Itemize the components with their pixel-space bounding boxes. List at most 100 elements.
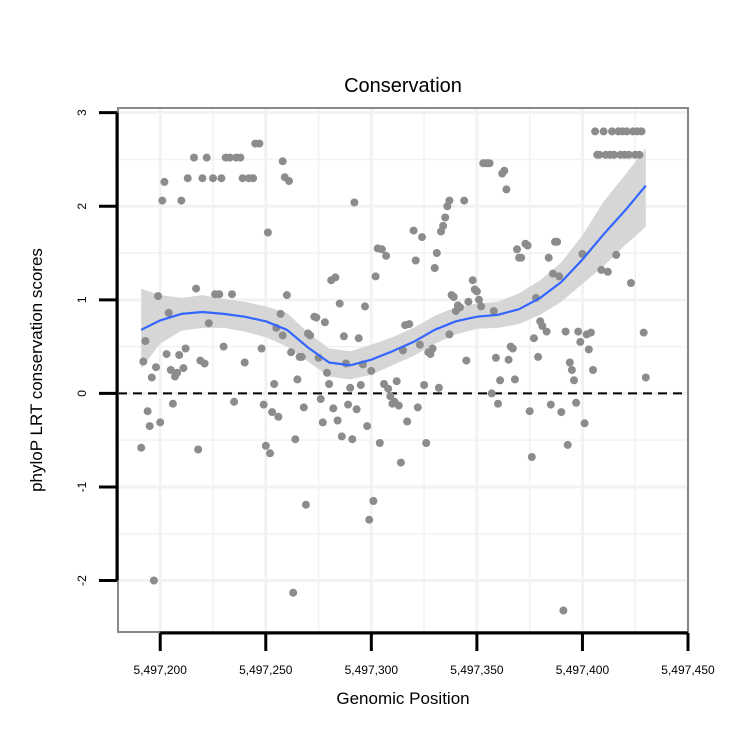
- data-point: [219, 342, 228, 351]
- data-point: [624, 150, 633, 159]
- data-point: [339, 332, 348, 341]
- data-point: [175, 351, 184, 359]
- x-axis-title: Genomic Position: [336, 689, 469, 708]
- data-point: [386, 392, 395, 401]
- data-point: [500, 166, 509, 175]
- data-point: [534, 352, 543, 361]
- data-point: [574, 327, 583, 336]
- panel-border: [117, 107, 689, 633]
- data-point: [352, 405, 361, 414]
- data-point: [432, 249, 441, 257]
- data-point: [411, 256, 420, 265]
- data-point: [318, 418, 327, 427]
- data-point: [382, 251, 391, 260]
- confidence-band: [141, 148, 646, 380]
- data-point: [434, 383, 443, 392]
- data-point: [610, 150, 619, 159]
- x-axis: 5,497,200 5,497,250 5,497,300 5,497,350 5,49…: [134, 631, 715, 677]
- data-point: [266, 449, 274, 458]
- data-point: [396, 458, 405, 467]
- chart-title: Conservation: [344, 75, 462, 97]
- data-point: [513, 245, 521, 254]
- data-point: [173, 368, 182, 377]
- data-point: [164, 308, 173, 317]
- data-point: [580, 419, 589, 428]
- data-point: [405, 320, 414, 329]
- data-point: [228, 290, 236, 299]
- data-point: [523, 241, 532, 250]
- data-point: [274, 412, 283, 421]
- data-point: [517, 253, 526, 262]
- x-tick-label: 5,497,250: [239, 663, 293, 677]
- data-point: [312, 313, 321, 322]
- loess-smooth-line: [140, 184, 647, 367]
- data-point: [230, 397, 239, 406]
- data-point: [183, 174, 192, 183]
- data-point: [441, 213, 450, 222]
- data-point: [329, 404, 338, 413]
- smooth-line-layer: [140, 184, 647, 367]
- data-point: [337, 432, 346, 441]
- data-point: [331, 273, 340, 282]
- data-point: [152, 363, 160, 372]
- data-point: [489, 307, 498, 316]
- data-point: [589, 366, 597, 374]
- data-point: [508, 344, 517, 353]
- data-point: [622, 127, 631, 136]
- data-point: [627, 279, 635, 287]
- data-point: [209, 174, 217, 183]
- data-point: [394, 401, 403, 410]
- data-point: [563, 440, 572, 449]
- y-axis: -2 -1 0 1 2 3: [75, 109, 119, 586]
- data-point: [597, 265, 606, 274]
- data-point: [369, 497, 378, 505]
- data-point: [168, 399, 177, 408]
- data-point: [565, 358, 574, 367]
- data-point: [289, 588, 298, 597]
- data-point: [635, 150, 644, 159]
- data-point: [538, 322, 547, 330]
- data-point: [641, 373, 650, 382]
- data-point: [367, 366, 376, 375]
- data-point: [198, 174, 207, 183]
- data-point: [422, 439, 431, 447]
- data-point: [439, 221, 448, 230]
- scatter-points: [137, 127, 650, 615]
- data-point: [282, 291, 291, 300]
- data-point: [166, 366, 175, 374]
- data-point: [555, 272, 564, 281]
- data-point: [181, 344, 190, 353]
- data-point: [639, 328, 648, 337]
- data-point: [323, 368, 331, 377]
- data-point: [149, 576, 158, 585]
- data-point: [287, 348, 296, 357]
- data-point: [194, 445, 203, 454]
- data-point: [586, 328, 595, 337]
- data-point: [215, 290, 224, 299]
- data-point: [491, 353, 500, 362]
- data-point: [475, 295, 483, 304]
- data-point: [392, 377, 401, 386]
- data-point: [527, 453, 536, 461]
- data-point: [154, 292, 163, 301]
- data-point: [240, 358, 249, 367]
- data-point: [502, 185, 511, 194]
- data-point: [384, 384, 393, 393]
- data-point: [363, 422, 372, 431]
- data-point: [255, 139, 264, 148]
- data-point: [472, 287, 481, 296]
- y-tick-label: -2: [75, 575, 89, 586]
- data-point: [291, 435, 300, 444]
- data-point: [192, 284, 201, 293]
- data-point: [445, 196, 454, 205]
- x-tick-label: 5,497,450: [661, 663, 715, 677]
- data-point: [415, 340, 424, 349]
- data-point: [548, 269, 557, 278]
- data-point: [496, 376, 505, 385]
- data-point: [456, 303, 464, 312]
- data-point: [335, 299, 344, 308]
- gridlines: [118, 108, 690, 632]
- y-tick-label: 2: [75, 203, 89, 210]
- data-point: [595, 150, 604, 159]
- data-point: [320, 318, 329, 327]
